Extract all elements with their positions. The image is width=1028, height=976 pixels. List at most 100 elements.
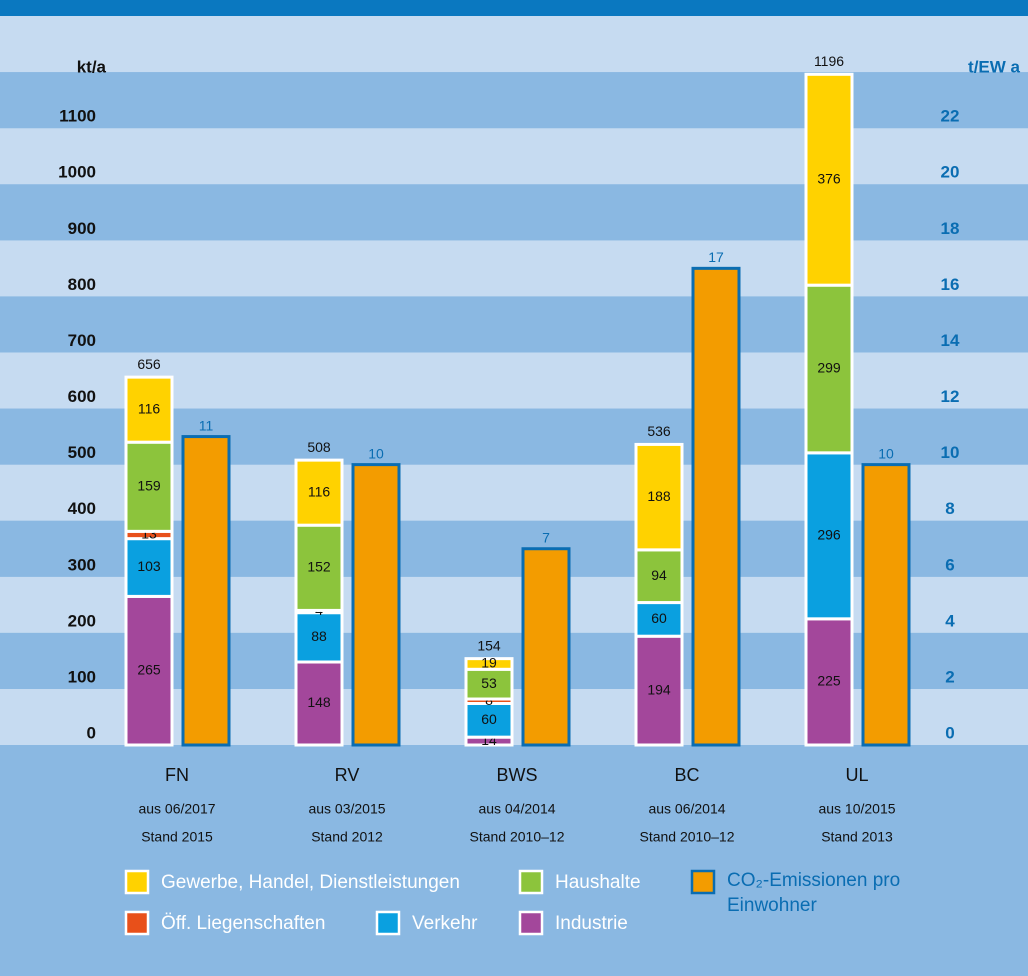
y-tick-label: 800 bbox=[68, 275, 96, 294]
total-label: 508 bbox=[307, 439, 331, 455]
legend-label: CO₂-Emissionen pro Einwohner bbox=[727, 870, 901, 916]
bar-segment bbox=[634, 601, 684, 638]
legend-swatch bbox=[518, 869, 544, 895]
y-tick-label: 600 bbox=[68, 387, 96, 406]
y-tick-label: 100 bbox=[68, 667, 96, 686]
total-label: 154 bbox=[477, 637, 501, 653]
value-label: 60 bbox=[481, 711, 497, 727]
value-label: 11 bbox=[199, 417, 214, 433]
legend-label: Haushalte bbox=[555, 872, 641, 893]
value-label: 299 bbox=[817, 360, 841, 376]
bar bbox=[351, 463, 401, 747]
bar bbox=[521, 547, 571, 747]
x-sub-label: aus 04/2014 bbox=[478, 801, 555, 817]
y-tick-label: 400 bbox=[68, 499, 96, 518]
y2-tick-label: 8 bbox=[945, 499, 954, 518]
value-label: 60 bbox=[651, 610, 667, 626]
y2-tick-label: 0 bbox=[945, 723, 954, 742]
x-tick-label: RV bbox=[335, 765, 360, 785]
bar bbox=[181, 435, 231, 747]
y-tick-label: 1000 bbox=[58, 163, 96, 182]
y2-tick-label: 2 bbox=[945, 667, 954, 686]
bar-segment bbox=[294, 458, 344, 527]
x-sub-label: aus 10/2015 bbox=[818, 801, 895, 817]
bar-segment bbox=[294, 660, 344, 747]
y2-tick-label: 4 bbox=[945, 611, 955, 630]
y2-tick-label: 14 bbox=[941, 331, 960, 350]
total-label: 1196 bbox=[814, 53, 844, 69]
legend-label: Verkehr bbox=[412, 913, 478, 934]
band bbox=[0, 16, 1028, 73]
value-label: 88 bbox=[311, 628, 327, 644]
value-label: 152 bbox=[307, 559, 331, 575]
x-tick-label: BC bbox=[674, 765, 699, 785]
bar-segment bbox=[464, 702, 514, 739]
bar-segment bbox=[124, 375, 174, 444]
bar-segment bbox=[634, 548, 684, 605]
value-label: 17 bbox=[708, 249, 724, 265]
band bbox=[0, 184, 1028, 241]
y2-tick-label: 16 bbox=[941, 275, 960, 294]
legend-swatch bbox=[124, 910, 150, 936]
y2-tick-label: 12 bbox=[941, 387, 960, 406]
x-sub-label: aus 03/2015 bbox=[308, 801, 385, 817]
x-tick-label: BWS bbox=[496, 765, 537, 785]
value-label: 188 bbox=[647, 488, 671, 504]
value-label: 19 bbox=[481, 655, 497, 671]
y2-tick-label: 22 bbox=[941, 107, 960, 126]
value-label: 159 bbox=[137, 477, 161, 493]
y-axis-label: kt/a bbox=[77, 57, 107, 76]
value-label: 265 bbox=[137, 661, 161, 677]
y-tick-label: 0 bbox=[87, 723, 96, 742]
bar-segment bbox=[634, 442, 684, 552]
x-sub-label: Stand 2015 bbox=[141, 829, 213, 845]
bar bbox=[691, 266, 741, 747]
value-label: 225 bbox=[817, 673, 841, 689]
legend-label: Industrie bbox=[555, 913, 628, 934]
value-label: 103 bbox=[137, 558, 161, 574]
y-tick-label: 700 bbox=[68, 331, 96, 350]
value-label: 10 bbox=[878, 445, 894, 461]
x-sub-label: Stand 2012 bbox=[311, 829, 383, 845]
value-label: 53 bbox=[481, 675, 497, 691]
legend-label: Öff. Liegenschaften bbox=[161, 913, 325, 934]
x-sub-label: aus 06/2014 bbox=[648, 801, 725, 817]
y-tick-label: 300 bbox=[68, 555, 96, 574]
x-sub-label: aus 06/2017 bbox=[138, 801, 215, 817]
x-tick-label: UL bbox=[845, 765, 868, 785]
bar-segment bbox=[804, 72, 854, 287]
legend-swatch bbox=[518, 910, 544, 936]
legend-label: Gewerbe, Handel, Dienstleistungen bbox=[161, 872, 460, 893]
value-label: 7 bbox=[542, 529, 550, 545]
bar-segment bbox=[464, 657, 514, 671]
y2-tick-label: 6 bbox=[945, 555, 954, 574]
bar-segment bbox=[124, 440, 174, 533]
band bbox=[0, 128, 1028, 185]
total-label: 656 bbox=[137, 356, 161, 372]
y-tick-label: 200 bbox=[68, 611, 96, 630]
value-label: 376 bbox=[817, 170, 841, 186]
value-label: 10 bbox=[368, 445, 384, 461]
x-sub-label: Stand 2013 bbox=[821, 829, 893, 845]
value-label: 148 bbox=[307, 694, 331, 710]
value-label: 116 bbox=[138, 400, 161, 416]
value-label: 116 bbox=[308, 483, 331, 499]
y2-tick-label: 18 bbox=[941, 219, 960, 238]
bar-segment bbox=[804, 283, 854, 455]
band bbox=[0, 296, 1028, 353]
legend-swatch bbox=[375, 910, 401, 936]
bar-segment bbox=[804, 617, 854, 747]
y2-tick-label: 10 bbox=[941, 443, 960, 462]
total-label: 536 bbox=[647, 423, 671, 439]
band bbox=[0, 72, 1028, 129]
legend-swatch bbox=[124, 869, 150, 895]
top-bar bbox=[0, 0, 1028, 16]
band bbox=[0, 240, 1028, 297]
y2-tick-label: 20 bbox=[941, 163, 960, 182]
value-label: 194 bbox=[647, 681, 671, 697]
x-sub-label: Stand 2010–12 bbox=[470, 829, 565, 845]
bar bbox=[861, 463, 911, 747]
y2-axis-label: t/EW a bbox=[968, 57, 1020, 76]
